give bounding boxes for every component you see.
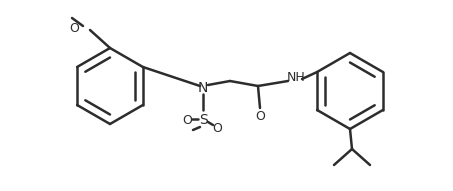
Text: S: S [198,113,207,127]
Text: O: O [255,109,265,122]
Text: NH: NH [287,70,305,83]
Text: O: O [69,22,79,35]
Text: O: O [182,113,192,126]
Text: O: O [212,121,222,134]
Text: N: N [198,81,208,95]
